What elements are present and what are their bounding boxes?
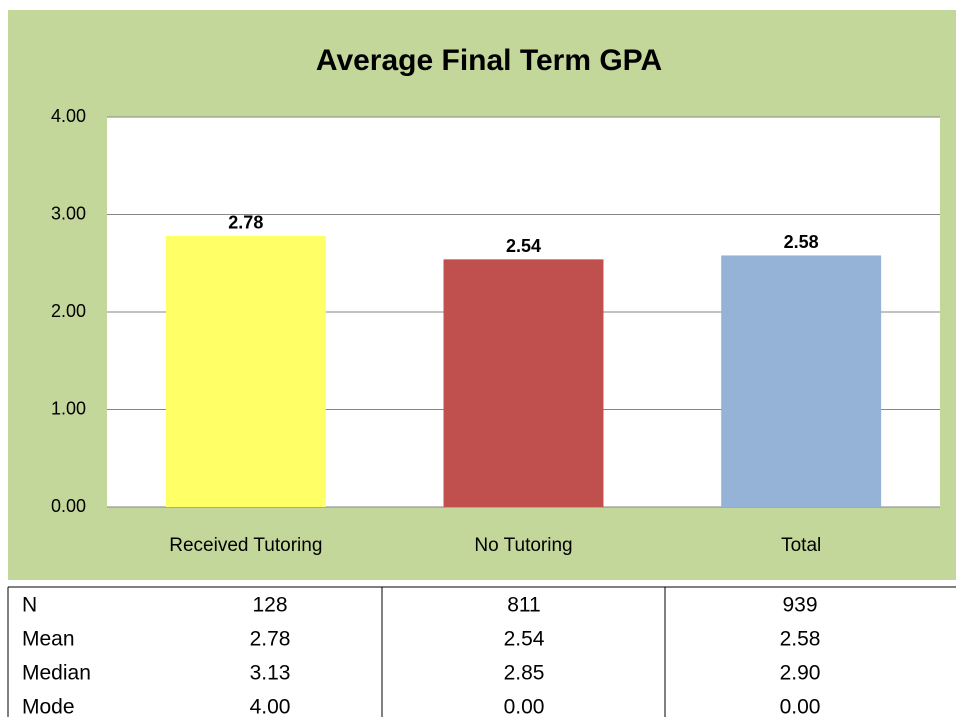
y-tick-label: 2.00 bbox=[51, 301, 86, 321]
chart-title: Average Final Term GPA bbox=[316, 44, 662, 77]
table-cell: 0.00 bbox=[780, 696, 821, 717]
row-label: Mode bbox=[22, 696, 75, 717]
x-tick-label: Total bbox=[781, 535, 821, 556]
x-tick-label: Received Tutoring bbox=[169, 535, 322, 556]
table-cell: 128 bbox=[252, 594, 287, 617]
table-cell: 2.58 bbox=[780, 628, 821, 651]
table-cell: 2.78 bbox=[250, 628, 291, 651]
data-label: 2.58 bbox=[784, 232, 819, 252]
y-tick-label: 1.00 bbox=[51, 398, 86, 418]
table-cell: 939 bbox=[782, 594, 817, 617]
y-tick-label: 3.00 bbox=[51, 203, 86, 223]
y-tick-label: 0.00 bbox=[51, 496, 86, 516]
row-label: Mean bbox=[22, 628, 75, 651]
x-tick-label: No Tutoring bbox=[474, 535, 572, 556]
table-cell: 2.85 bbox=[504, 662, 545, 685]
table-cell: 2.54 bbox=[504, 628, 545, 651]
table-cell: 2.90 bbox=[780, 662, 821, 685]
table-cell: 3.13 bbox=[250, 662, 291, 685]
table-cell: 0.00 bbox=[504, 696, 545, 717]
table-cell: 4.00 bbox=[250, 696, 291, 717]
bar bbox=[721, 255, 882, 507]
data-label: 2.78 bbox=[228, 213, 263, 233]
bar bbox=[443, 259, 604, 507]
row-label: Median bbox=[22, 662, 91, 685]
data-label: 2.54 bbox=[506, 236, 541, 256]
bar bbox=[165, 235, 326, 507]
row-label: N bbox=[22, 594, 37, 617]
table-cell: 811 bbox=[507, 594, 540, 617]
y-tick-label: 4.00 bbox=[51, 106, 86, 126]
